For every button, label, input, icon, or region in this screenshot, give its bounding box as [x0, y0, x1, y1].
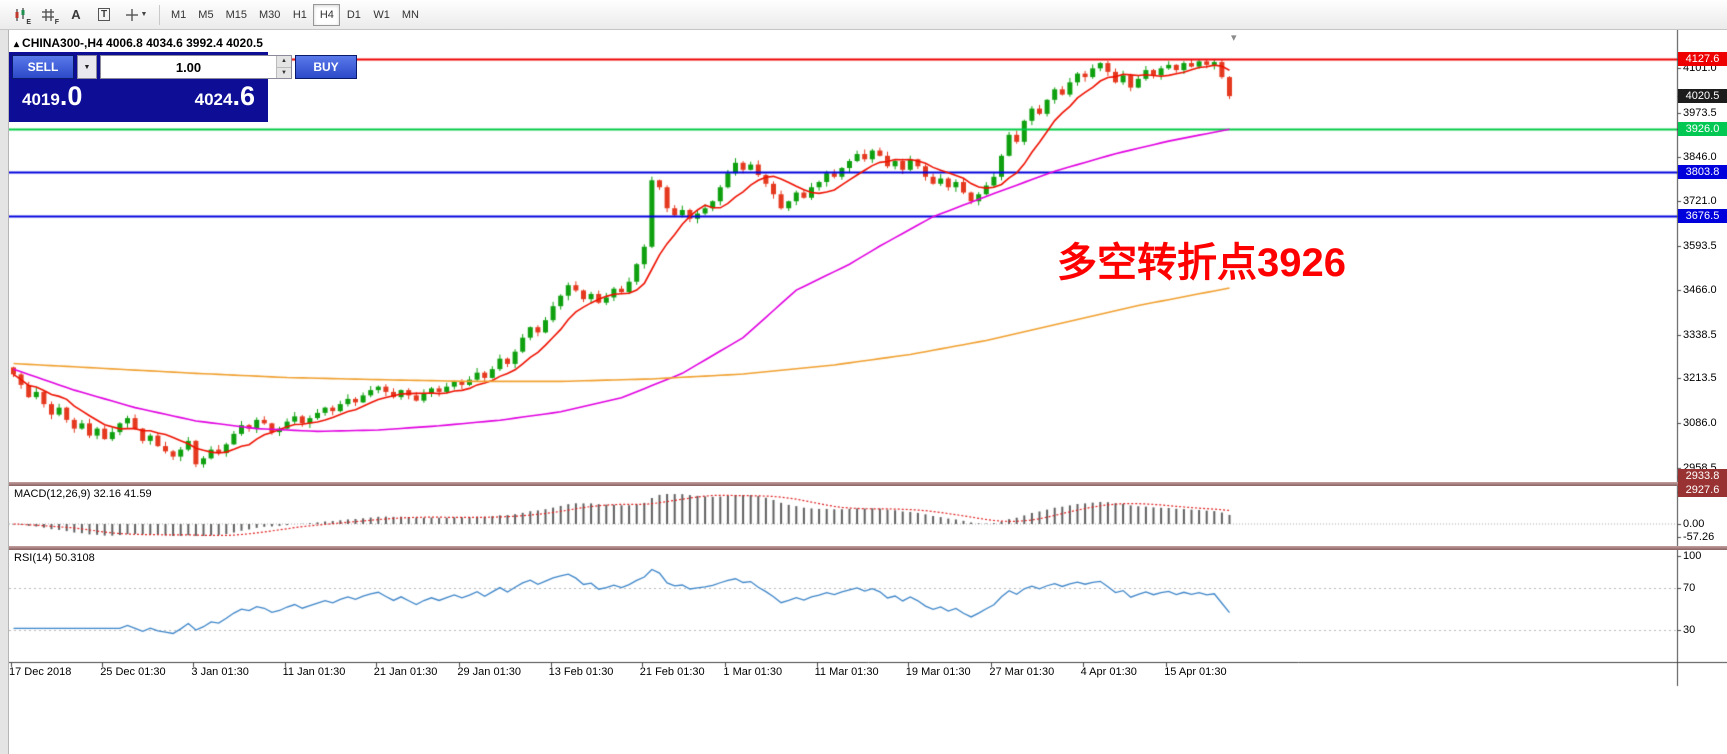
sell-price[interactable]: 4019.0	[22, 81, 82, 112]
timeframe-d1-button[interactable]: D1	[340, 4, 367, 26]
timeframe-h4-button[interactable]: H4	[313, 3, 341, 26]
price-tag-3676.5: 3676.5	[1678, 209, 1727, 224]
timeframe-m5-button[interactable]: M5	[192, 4, 219, 26]
date-label: 29 Jan 01:30	[457, 666, 522, 678]
date-label: 13 Feb 01:30	[548, 666, 614, 678]
chart-type-icon[interactable]: E	[6, 3, 34, 27]
price-tick-label: 3846.0	[1683, 151, 1717, 164]
macd-axis-label: -57.26	[1683, 531, 1715, 543]
ohlc-text: CHINA300-,H4 4006.8 4034.6 3992.4 4020.5	[22, 36, 263, 50]
chart-shift-marker[interactable]: ▾	[1231, 32, 1237, 44]
sell-price-main: 4019	[22, 90, 60, 109]
date-label: 25 Dec 01:30	[100, 666, 166, 678]
pane-splitter-rsi[interactable]	[9, 546, 1727, 550]
date-label: 3 Jan 01:30	[191, 666, 249, 678]
chart-symbol-header: ▴ CHINA300-,H4 4006.8 4034.6 3992.4 4020.…	[14, 36, 263, 50]
timeframe-h1-button[interactable]: H1	[286, 4, 313, 26]
macd-indicator-label: MACD(12,26,9) 32.16 41.59	[14, 488, 152, 500]
date-label: 4 Apr 01:30	[1080, 666, 1137, 678]
date-label: 11 Mar 01:30	[814, 666, 879, 678]
volume-dropdown-button[interactable]: ▼	[77, 55, 97, 79]
rsi-axis-label: 100	[1683, 550, 1702, 562]
volume-decrease-button[interactable]: ▼	[277, 67, 291, 78]
rsi-indicator-label: RSI(14) 50.3108	[14, 552, 95, 564]
main-toolbar: E F A T ▼ M1 M5 M15 M30 H1 H4 D1 W1 MN	[0, 0, 1727, 30]
sell-price-pips: .0	[59, 81, 83, 111]
price-tag-2927.6: 2927.6	[1678, 483, 1727, 498]
candlestick-glyph	[15, 8, 24, 21]
pointer-tool-icon[interactable]: A	[62, 3, 90, 27]
crosshair-glyph	[125, 8, 138, 21]
timeframe-w1-button[interactable]: W1	[367, 4, 396, 26]
price-tag-3926.0: 3926.0	[1678, 122, 1727, 137]
pointer-glyph: A	[71, 7, 81, 22]
date-label: 15 Apr 01:30	[1164, 666, 1227, 678]
date-label: 21 Feb 01:30	[639, 666, 705, 678]
date-label: 17 Dec 2018	[9, 666, 72, 678]
crosshair-icon[interactable]: ▼	[118, 3, 154, 27]
oct-controls-row: SELL ▼ ▲ ▼ BUY	[12, 55, 357, 79]
rsi-axis-label: 70	[1683, 581, 1696, 594]
rsi-axis-label: 30	[1683, 623, 1696, 636]
volume-spinner: ▲ ▼	[276, 56, 291, 78]
buy-price-main: 4024	[194, 90, 233, 109]
date-label: 19 Mar 01:30	[905, 666, 971, 678]
price-tick-label: 3973.5	[1683, 106, 1717, 119]
pane-splitter-macd[interactable]	[9, 482, 1727, 486]
date-label: 11 Jan 01:30	[282, 666, 346, 678]
grid-icon[interactable]: F	[34, 3, 62, 27]
price-tag-4020.5: 4020.5	[1678, 89, 1727, 104]
price-tag-4127.6: 4127.6	[1678, 51, 1727, 66]
icon-sub-label: E	[26, 18, 31, 26]
date-label: 21 Jan 01:30	[373, 666, 438, 678]
buy-price-pips: .6	[232, 81, 255, 111]
text-tool-icon[interactable]: T	[90, 3, 118, 27]
price-tick-label: 3721.0	[1683, 194, 1717, 207]
chart-annotation: 多空转折点3926	[1057, 241, 1346, 285]
volume-input[interactable]	[101, 56, 276, 78]
price-tick-label: 3466.0	[1683, 284, 1717, 297]
volume-increase-button[interactable]: ▲	[277, 56, 291, 68]
date-label: 1 Mar 01:30	[723, 666, 783, 678]
volume-input-wrap: ▲ ▼	[100, 55, 292, 79]
price-tag-3803.8: 3803.8	[1678, 164, 1727, 179]
price-tick-label: 3213.5	[1683, 372, 1717, 385]
price-chart-canvas[interactable]	[9, 30, 1727, 754]
price-tag-2933.8: 2933.8	[1678, 469, 1727, 484]
toolbar-separator	[159, 4, 160, 25]
timeframe-mn-button[interactable]: MN	[396, 4, 425, 26]
macd-axis-label: 0.00	[1683, 518, 1705, 530]
chevron-down-icon: ▼	[140, 11, 148, 18]
buy-price[interactable]: 4024.6	[195, 81, 255, 112]
sell-button[interactable]: SELL	[12, 55, 74, 79]
buy-button[interactable]: BUY	[295, 55, 357, 79]
icon-sub-label: F	[54, 18, 59, 26]
oct-prices-row: 4019.0 4024.6	[9, 81, 268, 112]
text-glyph: T	[97, 8, 111, 21]
timeframe-m15-button[interactable]: M15	[220, 4, 253, 26]
timeframe-m30-button[interactable]: M30	[253, 4, 286, 26]
chart-window: ▴ CHINA300-,H4 4006.8 4034.6 3992.4 4020.…	[8, 30, 1727, 754]
price-tick-label: 3593.5	[1683, 239, 1717, 252]
price-tick-label: 3086.0	[1683, 417, 1717, 430]
one-click-trading-panel: SELL ▼ ▲ ▼ BUY 4019.0 4024.6	[9, 52, 357, 122]
timeframe-m1-button[interactable]: M1	[165, 4, 192, 26]
grid-glyph	[42, 8, 54, 21]
date-label: 27 Mar 01:30	[989, 666, 1055, 678]
price-tick-label: 3338.5	[1683, 328, 1717, 341]
timeframe-group: M1 M5 M15 M30 H1 H4 D1 W1 MN	[165, 3, 425, 26]
symbol-marker-icon: ▴	[14, 39, 20, 50]
